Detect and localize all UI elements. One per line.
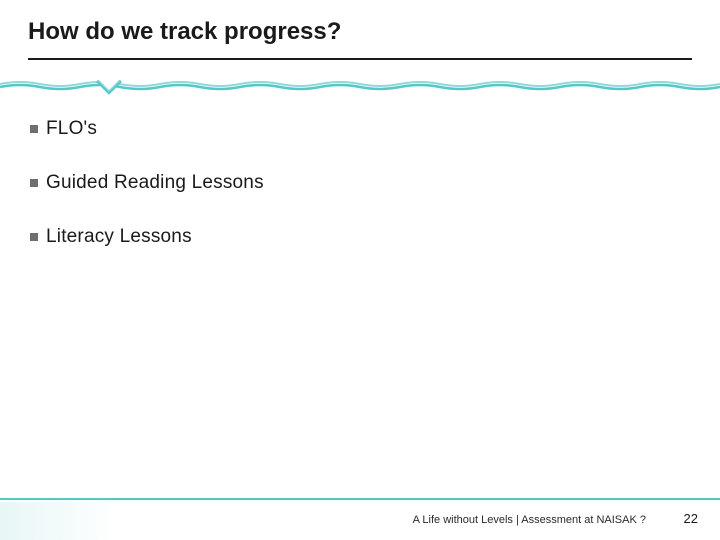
list-item: Literacy Lessons — [30, 226, 670, 248]
bullet-list: FLO's Guided Reading Lessons Literacy Le… — [30, 118, 670, 280]
footer-gradient — [0, 502, 120, 540]
bullet-text: Literacy Lessons — [46, 226, 192, 248]
page-number: 22 — [684, 511, 698, 526]
list-item: FLO's — [30, 118, 670, 140]
title-underline — [28, 58, 692, 60]
slide: How do we track progress? FLO's Guided R… — [0, 0, 720, 540]
bullet-text: FLO's — [46, 118, 97, 140]
bullet-marker-icon — [30, 179, 38, 187]
slide-title: How do we track progress? — [28, 18, 341, 46]
bullet-marker-icon — [30, 233, 38, 241]
bullet-marker-icon — [30, 125, 38, 133]
list-item: Guided Reading Lessons — [30, 172, 670, 194]
bullet-text: Guided Reading Lessons — [46, 172, 264, 194]
callout-notch-icon — [96, 80, 122, 96]
footer-caption: A Life without Levels | Assessment at NA… — [386, 514, 646, 528]
footer-divider — [0, 498, 720, 500]
